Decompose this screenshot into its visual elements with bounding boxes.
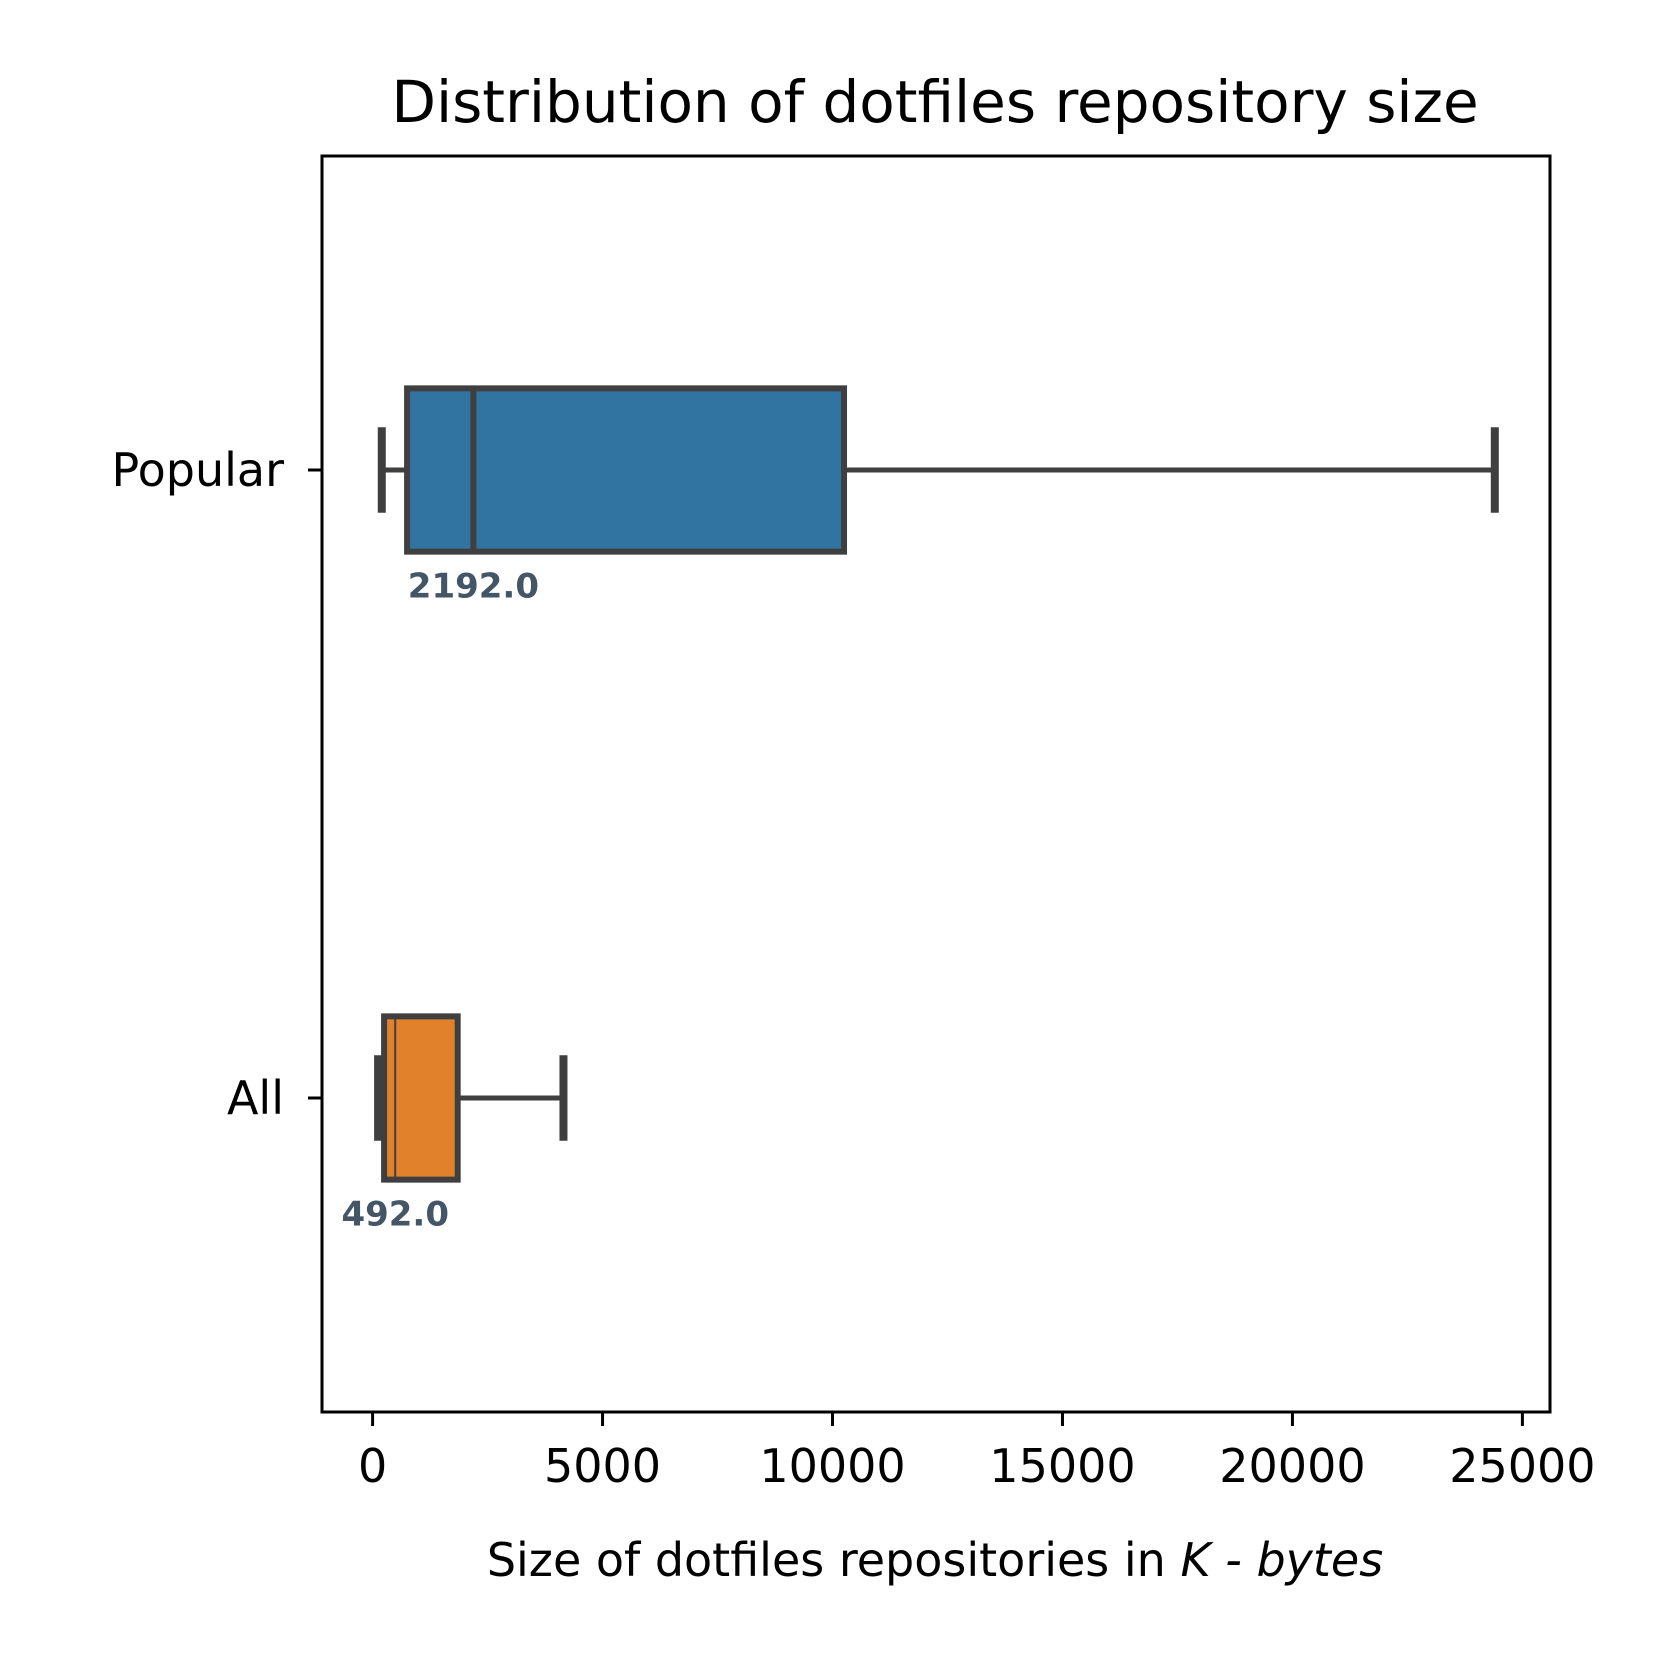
x-axis-label-math: K - bytes (1180, 1533, 1383, 1587)
box-group: 492.0 (341, 1013, 568, 1235)
y-tick-label: All (227, 1071, 284, 1125)
x-tick-label: 25000 (1449, 1439, 1595, 1493)
x-tick-label: 0 (358, 1439, 387, 1493)
x-axis-label-prefix: Size of dotfiles repositories in (487, 1533, 1181, 1587)
x-tick-label: 20000 (1219, 1439, 1365, 1493)
x-tick-label: 5000 (544, 1439, 661, 1493)
axes-frame (320, 154, 1552, 1414)
plot-area: 2192.0 492.0 (341, 385, 1499, 1235)
x-tick-label: 15000 (989, 1439, 1135, 1493)
y-axis-ticks: Popular All (112, 443, 322, 1125)
box-iqr (381, 1013, 461, 1183)
chart-title: Distribution of dotfiles repository size (391, 68, 1478, 136)
median-label: 2192.0 (408, 567, 539, 607)
median-label: 492.0 (341, 1195, 449, 1235)
box-group: 2192.0 (377, 385, 1499, 607)
y-tick-label: Popular (112, 443, 285, 497)
x-axis-label: Size of dotfiles repositories in K - byt… (487, 1533, 1383, 1587)
box-iqr (404, 385, 848, 555)
x-axis-ticks: 0 5000 10000 15000 20000 25000 (358, 1412, 1596, 1493)
x-tick-label: 10000 (759, 1439, 905, 1493)
